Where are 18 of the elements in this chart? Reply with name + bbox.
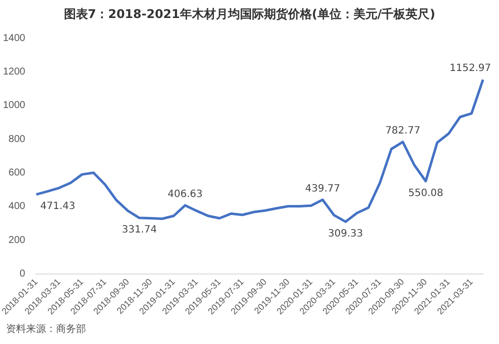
y-tick-label: 200 xyxy=(8,234,26,246)
text: 资料来源：商务部 xyxy=(6,322,86,336)
y-tick-label: 600 xyxy=(8,168,26,178)
y-tick-label: 1400 xyxy=(2,32,26,44)
data-label: 309.33 xyxy=(328,228,364,240)
data-label: 782.77 xyxy=(385,126,420,137)
y-tick-label: 0 xyxy=(20,268,26,280)
data-label: 439.77 xyxy=(305,183,340,194)
y-tick-label: 1200 xyxy=(2,66,26,78)
y-tick-label: 1000 xyxy=(2,100,26,112)
data-label: 471.43 xyxy=(40,201,76,212)
data-label: 550.08 xyxy=(408,188,444,199)
data-label: 331.74 xyxy=(122,224,157,236)
data-label: 406.63 xyxy=(168,188,203,200)
y-tick-label: 400 xyxy=(8,201,26,212)
data-label: 1152.97 xyxy=(450,63,491,74)
chart-title: 图表7：2018-2021年木材月均国际期货价格(单位：美元/千板英尺) xyxy=(62,6,436,23)
y-tick-label: 800 xyxy=(8,134,26,145)
